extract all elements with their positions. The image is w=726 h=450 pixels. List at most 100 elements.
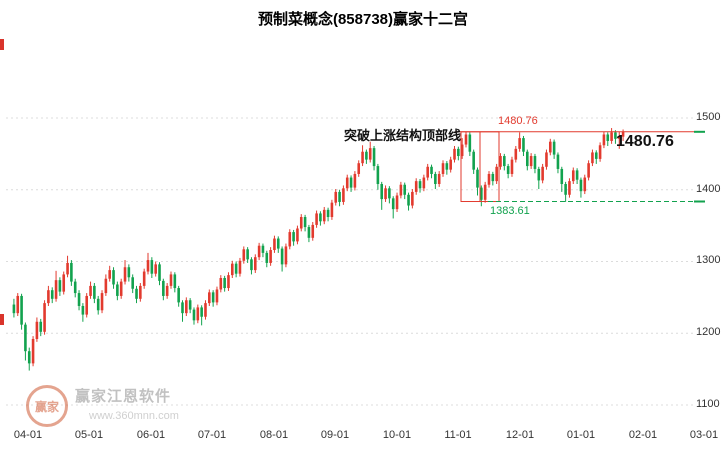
candle-body [85, 295, 89, 315]
candle-body [257, 245, 261, 258]
candle-body [499, 156, 502, 167]
x-axis-label: 01-01 [566, 429, 596, 441]
candle-body [434, 173, 437, 185]
candle-body [150, 260, 154, 274]
candle-body [411, 191, 414, 206]
candle-body [368, 148, 372, 160]
candle-body [169, 274, 173, 286]
candle-body [441, 163, 445, 174]
candle-body [345, 177, 349, 189]
chart-title: 预制菜概念(858738)赢家十二宫 [257, 11, 469, 28]
candle-body [135, 288, 138, 299]
candle-body [39, 321, 43, 332]
x-axis-label: 07-01 [197, 429, 227, 441]
watermark: 赢家 赢家江恩软件 www.360mnn.com [26, 385, 179, 427]
y-axis-label: 1100 [696, 398, 720, 410]
candle-body [426, 166, 429, 178]
candle-body [376, 166, 380, 185]
candle-body [158, 264, 161, 281]
current-price-label: 1480.76 [616, 133, 674, 150]
x-axis-label: 04-01 [13, 429, 43, 441]
candle-body [265, 252, 269, 263]
candle-body [476, 169, 479, 188]
candle-body [472, 151, 475, 170]
candle-body [96, 298, 100, 311]
candle-body [219, 278, 223, 290]
candle-body [311, 224, 315, 238]
candle-body [460, 144, 464, 157]
candle-body [506, 166, 510, 174]
y-axis-label: 1300 [696, 254, 721, 266]
candle-body [292, 232, 295, 242]
candle-body [503, 156, 506, 167]
candle-body [12, 304, 16, 314]
candle-body [123, 267, 127, 282]
candle-body [457, 148, 460, 157]
candle-body [526, 151, 529, 167]
candle-body [610, 132, 613, 141]
candle-body [20, 295, 23, 325]
candle-body [238, 260, 242, 274]
candle-body [93, 285, 96, 299]
candle-body [322, 209, 326, 222]
y-axis-label: 1500 [696, 111, 721, 123]
candle-body [518, 138, 521, 149]
candle-body [250, 259, 253, 271]
candle-body [391, 198, 395, 210]
candle-body [234, 263, 238, 274]
candle-body [437, 173, 441, 185]
candle-body [338, 191, 341, 202]
x-axis-label: 11-01 [444, 429, 472, 441]
candle-body [591, 152, 594, 164]
candle-body [522, 138, 525, 152]
candle-body [556, 154, 560, 169]
candle-body [537, 168, 541, 181]
x-axis-label: 03-01 [689, 429, 719, 441]
candle-body [418, 181, 422, 189]
brand-logo-icon: 赢家 [26, 385, 68, 427]
candle-body [617, 136, 621, 139]
candle-body [24, 324, 27, 352]
x-axis-label: 12-01 [505, 429, 535, 441]
candle-body [349, 177, 353, 188]
candle-body [146, 260, 150, 272]
candle-body [583, 177, 587, 192]
candle-body [50, 290, 54, 299]
candle-body [27, 351, 31, 364]
x-axis-label: 10-01 [382, 429, 412, 441]
candle-body [533, 156, 537, 169]
candle-body [579, 179, 583, 192]
candle-body [380, 184, 384, 200]
candle-body [142, 271, 146, 286]
resistance-price-label: 1480.76 [498, 115, 538, 127]
candle-body [131, 277, 134, 289]
candle-body [119, 281, 123, 296]
candle-body [81, 305, 85, 315]
left-edge-marker-bottom [0, 314, 4, 325]
candle-body [407, 194, 410, 206]
candle-body [395, 195, 399, 210]
candle-body [223, 278, 226, 289]
candle-body [598, 145, 602, 159]
candle-body [127, 267, 131, 278]
candle-body [276, 238, 280, 249]
candle-body [342, 188, 345, 202]
candle-body [388, 188, 391, 199]
candle-body [100, 293, 104, 311]
candle-body [372, 148, 376, 167]
x-axis-label: 08-01 [259, 429, 289, 441]
candle-body [357, 163, 361, 174]
candle-body [108, 270, 111, 279]
watermark-site: www.360mnn.com [89, 410, 179, 422]
candle-body [227, 275, 230, 289]
watermark-brand: 赢家江恩软件 [75, 388, 172, 405]
candle-body [104, 278, 108, 294]
breakout-annotation: 突破上涨结构顶部线 [344, 128, 462, 143]
candle-body [211, 292, 215, 303]
candle-body [614, 132, 617, 139]
candle-body [284, 246, 288, 265]
candle-body [399, 184, 403, 196]
candle-body [464, 134, 468, 145]
